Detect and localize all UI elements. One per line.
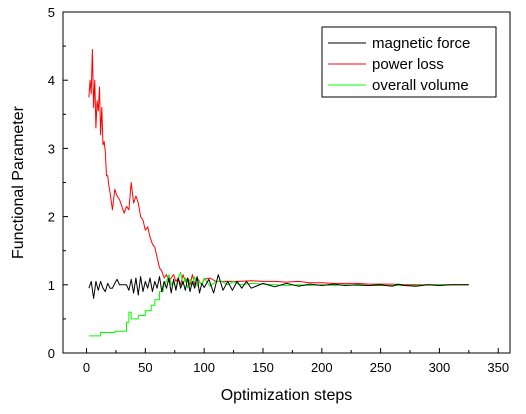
legend-label: overall volume — [372, 77, 469, 94]
x-tick-label: 300 — [429, 360, 451, 375]
x-tick-label: 350 — [487, 360, 509, 375]
x-tick-label: 200 — [311, 360, 333, 375]
x-tick-label: 100 — [193, 360, 215, 375]
x-axis-ticks: 0 50 100 150 200 250 300 350 — [83, 348, 509, 375]
y-axis-ticks: 0 1 2 3 4 5 — [48, 5, 68, 361]
x-tick-label: 150 — [252, 360, 274, 375]
y-tick-label: 3 — [48, 141, 55, 156]
x-tick-label: 0 — [83, 360, 90, 375]
series-line-magnetic-force — [88, 274, 469, 299]
y-tick-label: 5 — [48, 5, 55, 20]
x-axis-title: Optimization steps — [221, 387, 353, 404]
series-line-overall-volume — [88, 272, 469, 337]
x-tick-label: 50 — [138, 360, 152, 375]
legend: magnetic force power loss overall volume — [321, 26, 497, 98]
y-tick-label: 2 — [48, 210, 55, 225]
x-tick-label: 250 — [370, 360, 392, 375]
legend-label: power loss — [372, 56, 444, 73]
y-tick-label: 1 — [48, 278, 55, 293]
y-axis-title: Functional Parameter — [10, 105, 27, 259]
series-layer — [88, 49, 469, 337]
legend-label: magnetic force — [372, 35, 470, 52]
y-tick-label: 4 — [48, 73, 55, 88]
series-line-power-loss — [88, 49, 469, 286]
legend-items: magnetic force power loss overall volume — [328, 35, 470, 94]
y-tick-label: 0 — [48, 346, 55, 361]
